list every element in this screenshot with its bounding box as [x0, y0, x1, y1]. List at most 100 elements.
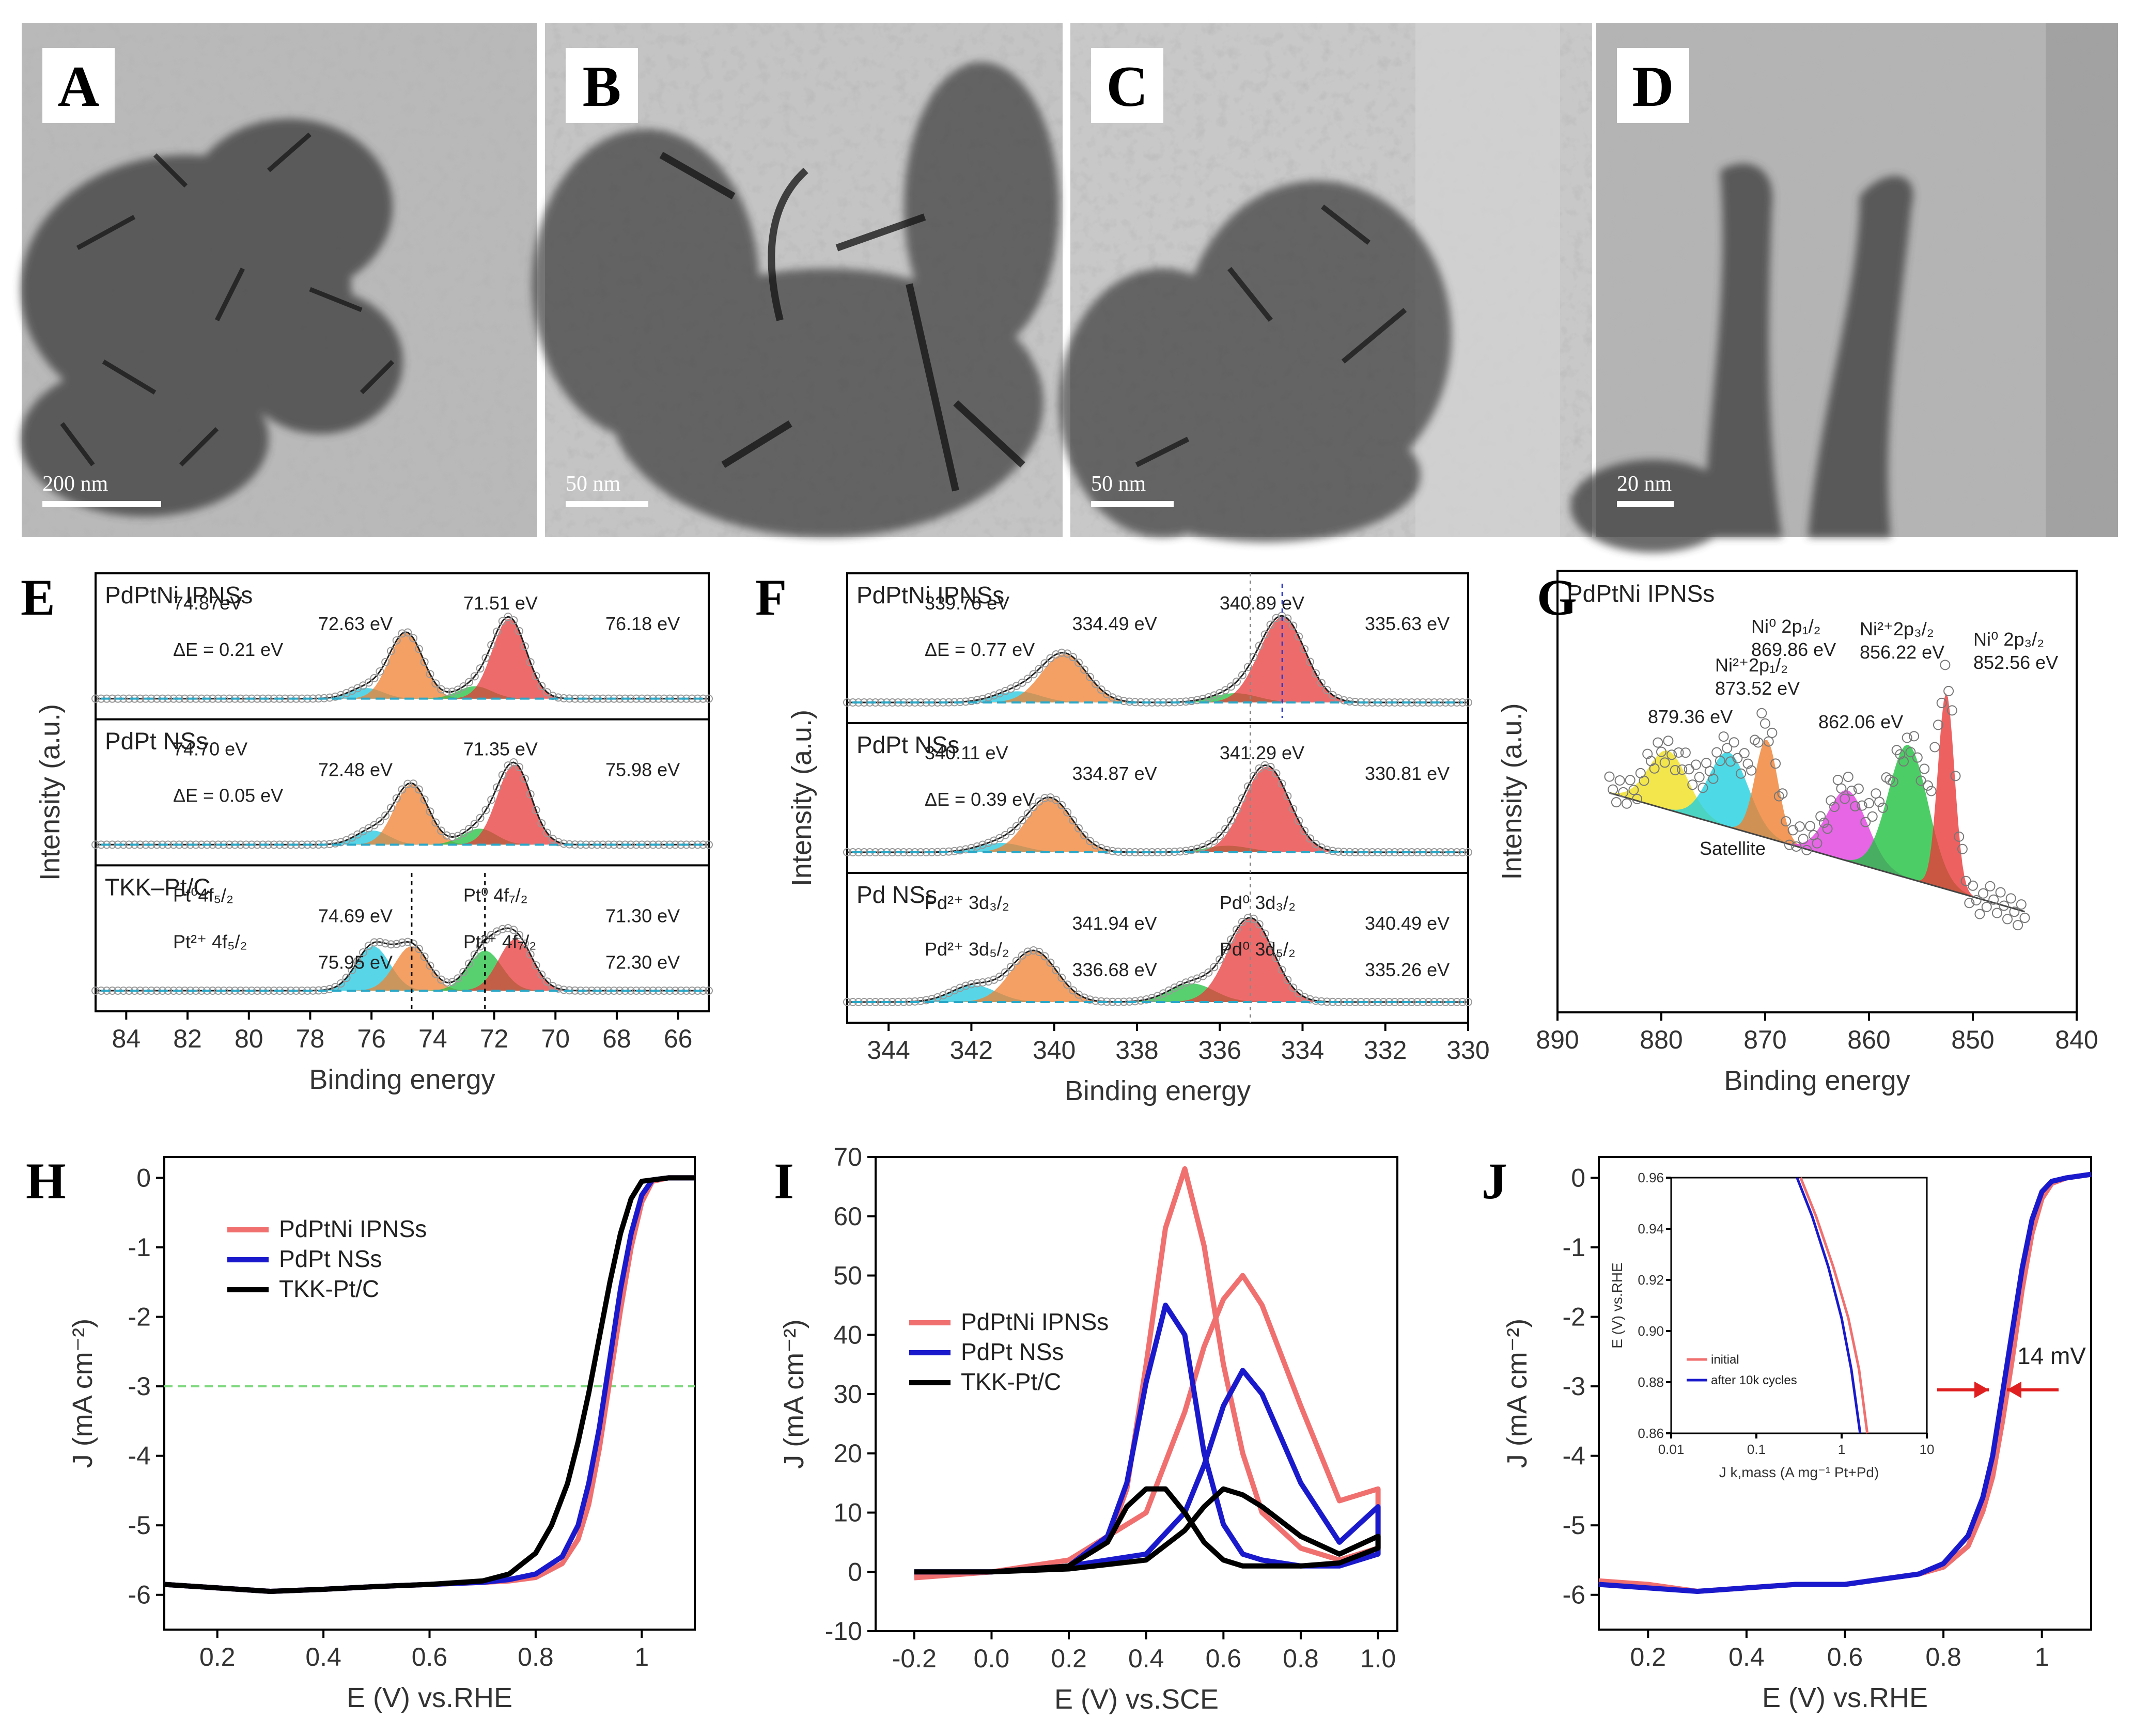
data-point [1770, 758, 1781, 769]
data-point [1964, 898, 1975, 909]
data-point [1300, 645, 1309, 653]
data-point [520, 642, 529, 651]
data-point [1864, 798, 1874, 809]
y-tick-label: -4 [128, 1442, 151, 1471]
subplot-title: PdPtNi IPNSs [856, 582, 1004, 608]
data-point [978, 978, 987, 987]
data-point [1857, 800, 1867, 811]
data-point [420, 952, 429, 961]
data-point [978, 840, 987, 849]
data-point [1715, 756, 1725, 767]
data-point [454, 974, 462, 983]
data-point [1232, 677, 1241, 686]
data-point [1614, 775, 1625, 786]
chart-f: 344 342 340 338 336 334 332 330 Binding energy In… [786, 572, 1490, 1106]
data-point [537, 819, 546, 828]
peak-annotation: ΔE = 0.21 eV [173, 639, 283, 660]
inset-y-tick-label: 0.88 [1638, 1374, 1664, 1390]
data-point [498, 925, 507, 933]
data-point [1915, 775, 1926, 786]
x-tick-label: 334 [1281, 1036, 1324, 1065]
data-point [1283, 976, 1292, 984]
y-axis-label: J (mA cm⁻²) [1502, 1319, 1533, 1468]
plot-frame [95, 572, 710, 1012]
data-point [464, 678, 473, 686]
data-point [1283, 792, 1292, 801]
data-point [498, 771, 507, 779]
chart-title: PdPtNi IPNSs [1567, 580, 1715, 607]
peak-annotation: 74.70 eV [173, 739, 247, 760]
data-point [1204, 840, 1213, 849]
data-point [1995, 887, 2006, 898]
data-point [1102, 846, 1111, 854]
data-point [1691, 759, 1701, 770]
peak-fit-5 [1609, 693, 2025, 912]
data-point [532, 961, 540, 969]
peak-annotation: 72.63 eV [318, 613, 393, 634]
scale-bar [42, 501, 161, 507]
data-point [1749, 734, 1760, 745]
data-point [1097, 685, 1105, 694]
inset-x-tick-label: 10 [1920, 1442, 1935, 1457]
data-point [1902, 732, 1912, 743]
data-point [1458, 698, 1467, 707]
data-point [1012, 822, 1021, 831]
scale-bar-label: 50 nm [566, 472, 621, 496]
data-point [843, 848, 851, 856]
data-point [1929, 742, 1940, 753]
data-point [1289, 621, 1298, 630]
x-tick-label: 0.2 [1630, 1643, 1666, 1671]
data-point [1295, 817, 1303, 825]
series-line-2 [914, 1486, 1381, 1575]
data-point [1763, 736, 1774, 747]
data-point [1249, 653, 1258, 662]
plot-frame [846, 572, 1469, 1024]
data-point [414, 785, 423, 794]
x-tick-label: 82 [173, 1024, 202, 1053]
data-point [515, 627, 524, 635]
data-point [1001, 831, 1009, 839]
data-point [1080, 831, 1088, 840]
legend-label: PdPtNi IPNSs [279, 1215, 427, 1242]
peak-annotation: Ni⁰ 2p₁/₂ [1751, 616, 1821, 637]
data-point [1272, 769, 1281, 778]
data-point [426, 807, 434, 816]
data-point [1006, 827, 1015, 836]
data-point [348, 966, 356, 975]
data-point [91, 840, 100, 849]
peak-annotation: Pt²⁺ 4f₅/₂ [173, 931, 247, 952]
peak-fit-1 [96, 632, 709, 699]
data-point [1278, 965, 1286, 974]
series-line-1 [914, 1302, 1381, 1575]
data-point [933, 993, 942, 1002]
data-point [526, 790, 535, 799]
shift-annotation: 14 mV [2017, 1342, 2086, 1369]
x-tick-label: 0.8 [518, 1643, 554, 1671]
peak-annotation: Pd⁰ 3d₅/₂ [1220, 939, 1296, 960]
subplot-title: PdPtNi IPNSs [105, 582, 253, 608]
data-point [431, 969, 440, 978]
x-tick-label: 0.4 [1728, 1643, 1765, 1671]
x-tick-label: 1 [2035, 1643, 2049, 1671]
data-point [1985, 881, 1996, 892]
data-point [492, 927, 501, 936]
data-point [1052, 795, 1061, 804]
x-tick-label: 338 [1115, 1036, 1158, 1065]
data-point [1018, 678, 1026, 687]
data-point [973, 842, 982, 851]
data-point [1091, 679, 1100, 688]
peak-annotation: ΔE = 0.05 eV [173, 785, 283, 806]
data-point [1035, 665, 1043, 674]
data-point [459, 828, 468, 837]
data-point [376, 667, 384, 676]
data-point [481, 653, 490, 662]
data-point [1029, 803, 1038, 811]
y-tick-label: -6 [1563, 1581, 1585, 1609]
peak-annotation: 335.63 eV [1365, 613, 1450, 634]
data-point [1085, 672, 1094, 681]
data-point [509, 926, 518, 934]
panel-label-box [42, 48, 115, 123]
data-point [1187, 976, 1196, 985]
data-point [1306, 995, 1315, 1004]
data-point [1464, 998, 1472, 1006]
